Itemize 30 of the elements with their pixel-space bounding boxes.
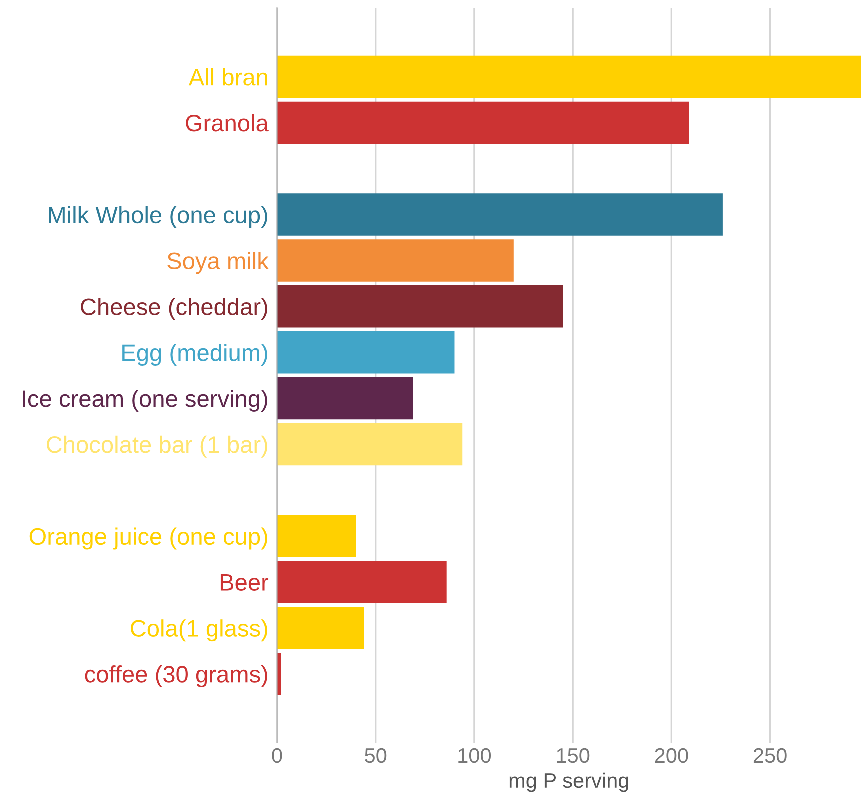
x-axis-title: mg P serving (510, 772, 628, 792)
y-tick-label: Chocolate bar (1 bar) (47, 436, 268, 458)
bar (277, 56, 861, 98)
bar (277, 377, 414, 420)
x-tick-label: 200 (655, 748, 688, 764)
y-tick-label: Ice cream (one serving) (23, 390, 268, 412)
bar (277, 331, 455, 374)
bar (277, 515, 356, 558)
y-tick-label: Granola (186, 114, 269, 132)
y-tick-label: All bran (188, 68, 268, 86)
y-tick-label: Cola(1 glass) (131, 620, 268, 642)
y-tick-label: Beer (220, 574, 269, 592)
bar (277, 561, 447, 604)
y-tick-label: Orange juice (one cup) (30, 528, 268, 550)
x-tick-label: 50 (365, 748, 387, 764)
bar (277, 240, 514, 282)
x-tick-label: 250 (754, 748, 787, 764)
x-tick-label: 150 (557, 748, 590, 764)
y-tick-label: Egg (medium) (122, 344, 268, 366)
bar (277, 607, 364, 650)
y-tick-label: Cheese (cheddar) (81, 298, 268, 320)
x-tick-label: 0 (272, 748, 282, 764)
bar (277, 286, 564, 328)
bar (277, 194, 723, 236)
bar (277, 102, 690, 144)
y-tick-label: Soya milk (168, 252, 269, 274)
bar (277, 423, 463, 466)
x-tick-label: 100 (458, 748, 492, 764)
y-tick-label: coffee (30 grams) (85, 666, 268, 688)
y-tick-label: Milk Whole (one cup) (49, 206, 268, 228)
